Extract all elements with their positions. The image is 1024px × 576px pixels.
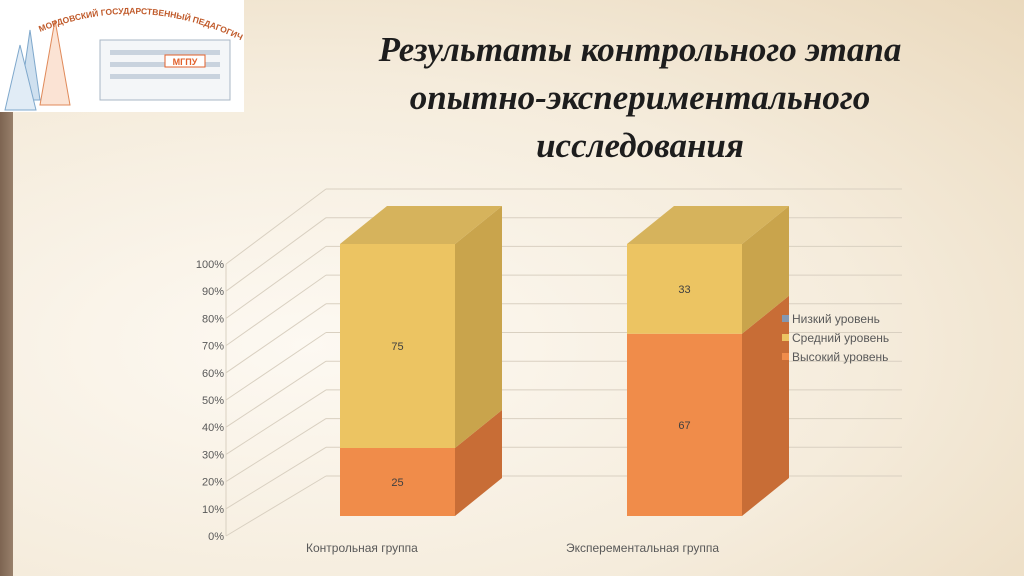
y-tick-label: 20% <box>202 477 224 489</box>
legend-item-medium: Средний уровень <box>782 328 889 347</box>
side-gridline <box>225 389 327 455</box>
bar-front <box>340 448 455 516</box>
data-label: 75 <box>391 341 403 353</box>
y-tick-label: 80% <box>202 313 224 325</box>
legend-label-high: Высокий уровень <box>792 349 889 364</box>
legend-item-high: Высокий уровень <box>782 347 889 366</box>
side-gridline <box>225 475 327 537</box>
category-label-control: Контрольная группа <box>306 541 418 555</box>
side-gridline <box>225 360 327 428</box>
side-gridline <box>225 217 327 292</box>
slide-title: Результаты контрольного этапа опытно-экс… <box>300 26 980 170</box>
legend-swatch-high <box>782 353 789 360</box>
side-gridline <box>225 274 327 347</box>
bar-top <box>627 206 789 244</box>
side-gridline <box>225 303 327 374</box>
university-logo: МГПУ МОРДОВСКИЙ ГОСУДАРСТВЕННЫЙ ПЕДАГОГИ… <box>0 0 244 112</box>
data-label: 67 <box>678 420 690 432</box>
legend-label-low: Низкий уровень <box>792 311 880 326</box>
side-gridline <box>225 188 327 265</box>
legend-item-low: Низкий уровень <box>782 309 889 328</box>
title-line-1: Результаты контрольного этапа <box>378 30 902 69</box>
logo-badge: МГПУ <box>173 57 198 67</box>
data-label: 25 <box>391 477 403 489</box>
legend-label-medium: Средний уровень <box>792 330 890 345</box>
bar-side <box>742 295 789 516</box>
bar-front <box>627 333 742 516</box>
bar-top <box>340 206 502 244</box>
bar-side <box>742 206 789 334</box>
y-tick-label: 90% <box>202 286 224 298</box>
y-tick-label: 70% <box>202 341 224 353</box>
side-gridline <box>225 245 327 319</box>
side-gridline <box>225 418 327 483</box>
y-tick-label: 10% <box>202 504 224 516</box>
left-decor-bar <box>0 112 13 576</box>
legend-swatch-medium <box>782 334 789 341</box>
y-tick-label: 30% <box>202 449 224 461</box>
category-label-experimental: Эксперементальная группа <box>566 541 720 555</box>
bar-front <box>340 244 455 448</box>
title-line-2: опытно-экспериментального <box>409 78 871 117</box>
y-tick-label: 0% <box>208 531 224 543</box>
data-label: 33 <box>678 284 690 296</box>
bar-side <box>455 410 502 516</box>
side-gridline <box>225 332 327 401</box>
y-tick-label: 60% <box>202 368 224 380</box>
bar-side <box>455 206 502 448</box>
y-tick-label: 100% <box>196 259 224 271</box>
side-gridline <box>225 446 327 510</box>
legend-swatch-low <box>782 315 789 322</box>
chart-legend: Низкий уровень Средний уровень Высокий у… <box>782 309 889 366</box>
y-tick-label: 40% <box>202 422 224 434</box>
title-line-3: исследования <box>536 126 744 165</box>
bar-front <box>627 244 742 334</box>
y-tick-label: 50% <box>202 395 224 407</box>
